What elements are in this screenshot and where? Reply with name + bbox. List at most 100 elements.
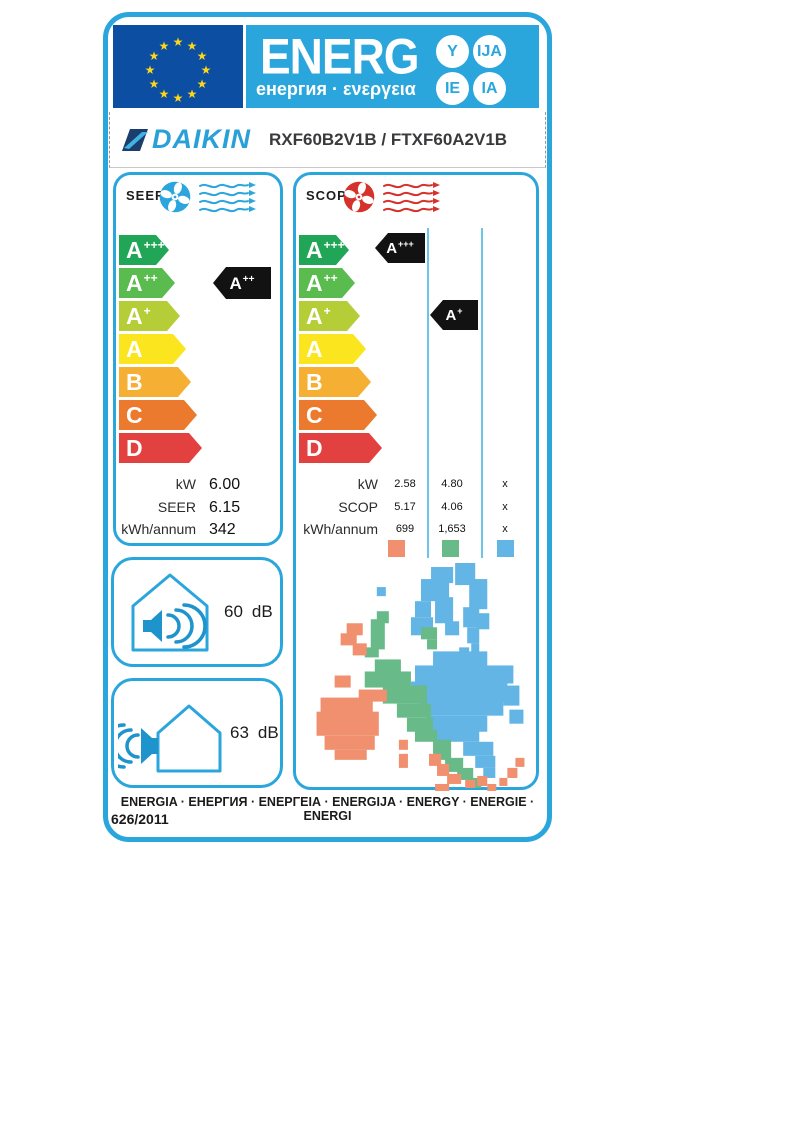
- energy-label: ★ ★ ★ ★ ★ ★ ★ ★ ★ ★ ★ ★ ENERG енергия · ενεργεια…: [103, 12, 552, 842]
- svg-text:★: ★: [159, 39, 170, 53]
- energ-banner: ENERG енергия · ενεργεια Y IJA IE IA: [246, 25, 539, 108]
- grade-letter: A: [126, 335, 143, 362]
- seer-grade-a3: A +++: [119, 235, 169, 265]
- seer-rating-arrow: A ++: [213, 267, 271, 299]
- svg-text:★: ★: [187, 87, 198, 101]
- badge-ija: IJA: [473, 35, 506, 68]
- scop-scop-colder: x: [502, 501, 508, 513]
- scop-kwh-colder: x: [502, 523, 508, 535]
- grade-letter: A: [126, 302, 143, 329]
- rating-letter: A: [445, 306, 457, 324]
- scop-kw-warmer: 2.58: [394, 478, 416, 490]
- grade-letter: A: [306, 302, 323, 329]
- rating-plus: +++: [398, 239, 414, 249]
- svg-text:★: ★: [145, 63, 156, 77]
- climate-zone-divider-2: [481, 228, 483, 558]
- climate-zone-divider-1: [427, 228, 429, 558]
- rating-letter: A: [229, 273, 242, 293]
- svg-text:★: ★: [159, 87, 170, 101]
- svg-text:★: ★: [197, 49, 208, 63]
- scop-kwh-average: 1,653: [438, 523, 466, 535]
- svg-text:★: ★: [149, 49, 160, 63]
- scop-kwh-row: kWh/annum: [296, 521, 378, 537]
- seer-kw-row: kW 6.00: [116, 476, 280, 494]
- seer-grade-c: C: [119, 400, 197, 430]
- badge-ia: IA: [473, 72, 506, 105]
- supplier-model-row: DAIKIN RXF60B2V1B / FTXF60A2V1B: [109, 112, 546, 168]
- rating-plus: +: [457, 306, 463, 316]
- seer-grade-a1: A +: [119, 301, 180, 331]
- scop-grade-a1: A +: [299, 301, 360, 331]
- eu-stars-icon: ★ ★★ ★★★ ★★★ ★★★: [145, 35, 212, 105]
- scop-rating-arrow-average: A +: [430, 300, 478, 330]
- row-label: SEER: [157, 499, 196, 515]
- scop-grade-c: C: [299, 400, 377, 430]
- scop-kw-colder: x: [502, 478, 508, 490]
- grade-letter: B: [126, 368, 143, 395]
- indoor-noise-icon: [131, 573, 209, 652]
- svg-text:★: ★: [173, 91, 184, 105]
- daikin-wordmark: DAIKIN: [152, 124, 251, 154]
- badge-ie: IE: [436, 72, 469, 105]
- grade-letter: D: [306, 434, 323, 461]
- row-label: kW: [175, 476, 196, 492]
- grade-plus: +++: [323, 238, 345, 252]
- seer-kwh-row: kWh/annum 342: [116, 521, 280, 539]
- warmer-zone-swatch: [388, 540, 405, 557]
- scop-scop-average: 4.06: [441, 501, 463, 513]
- row-value: 342: [209, 521, 236, 538]
- seer-label: SEER: [126, 188, 166, 203]
- row-label: kWh/annum: [303, 521, 378, 537]
- scop-kw-row: kW: [296, 476, 378, 492]
- scop-rating-arrow-warmer: A +++: [375, 233, 425, 263]
- scop-kw-average: 4.80: [441, 478, 463, 490]
- svg-text:★: ★: [187, 39, 198, 53]
- grade-letter: D: [126, 434, 143, 461]
- grade-letter: A: [306, 269, 323, 296]
- footer-languages: ENERGIA · ЕНЕРГИЯ · ΕΝΕΡΓΕΙΑ · ENERGIJA …: [120, 795, 535, 823]
- colder-zone-swatch: [497, 540, 514, 557]
- scop-label: SCOP: [306, 188, 347, 203]
- cooling-fan-icon: [159, 181, 191, 213]
- airflow-waves-icon: [383, 182, 440, 213]
- seer-grade-a2: A ++: [119, 268, 175, 298]
- seer-grade-d: D: [119, 433, 202, 463]
- svg-text:★: ★: [197, 77, 208, 91]
- energ-subtitle: енергия · ενεργεια: [256, 79, 416, 99]
- grade-plus: +++: [143, 238, 165, 252]
- scop-scop-warmer: 5.17: [394, 501, 416, 513]
- scop-grade-d: D: [299, 433, 382, 463]
- outdoor-noise-section: 63 dB: [111, 678, 283, 788]
- regulation-number: 626/2011: [111, 811, 169, 827]
- row-label: kWh/annum: [121, 521, 196, 537]
- svg-text:★: ★: [173, 35, 184, 49]
- average-zone-swatch: [442, 540, 459, 557]
- scop-grade-b: B: [299, 367, 371, 397]
- scop-scop-row: SCOP: [296, 499, 378, 515]
- grade-letter: C: [126, 401, 143, 428]
- grade-letter: B: [306, 368, 323, 395]
- grade-letter: A: [306, 236, 323, 263]
- seer-section: SEER A +++ A ++: [113, 172, 283, 546]
- model-numbers: RXF60B2V1B / FTXF60A2V1B: [269, 129, 508, 149]
- noise-number: 60: [224, 602, 243, 621]
- daikin-mark-icon: [122, 128, 148, 151]
- grade-plus: +: [323, 304, 331, 318]
- seer-grade-a: A: [119, 334, 186, 364]
- daikin-logo: DAIKIN: [122, 124, 251, 155]
- row-label: SCOP: [338, 499, 378, 515]
- scop-kwh-warmer: 699: [395, 523, 415, 535]
- grade-letter: A: [126, 269, 143, 296]
- indoor-noise-section: 60 dB: [111, 557, 283, 667]
- badge-y: Y: [436, 35, 469, 68]
- heating-fan-icon: [343, 181, 375, 213]
- scop-grade-a2: A ++: [299, 268, 355, 298]
- indoor-noise-value: 60 dB: [224, 602, 273, 622]
- grade-plus: +: [143, 304, 151, 318]
- row-value: 6.00: [209, 476, 241, 493]
- eu-flag: ★ ★ ★ ★ ★ ★ ★ ★ ★ ★ ★ ★: [113, 25, 243, 108]
- scop-section: SCOP A +++: [293, 172, 539, 791]
- svg-text:★: ★: [201, 63, 212, 77]
- outdoor-noise-value: 63 dB: [230, 723, 279, 743]
- airflow-waves-icon: [199, 182, 256, 213]
